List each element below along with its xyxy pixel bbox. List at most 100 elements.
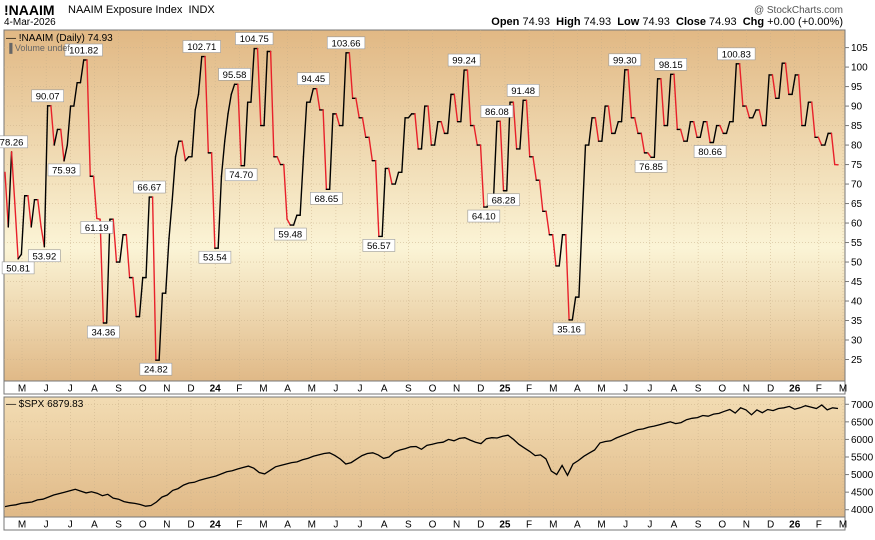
y-tick-label: 5000 (851, 470, 874, 481)
series-segment (37, 198, 42, 228)
series-segment (217, 175, 223, 249)
chart-header: !NAAIM NAAIM Exposure Index INDX 4-Mar-2… (0, 0, 875, 30)
x-tick-label: O (139, 520, 147, 531)
ohlc-open-label: Open (491, 16, 520, 28)
series-segment (145, 196, 150, 279)
series-segment (519, 99, 524, 150)
series-segment (447, 93, 452, 135)
data-label-box (608, 53, 642, 67)
data-label: 68.28 (492, 195, 516, 206)
ohlc-low-value: 74.93 (642, 16, 670, 28)
data-label-box (717, 47, 756, 61)
series-segment (368, 136, 374, 162)
series-segment (27, 195, 32, 228)
y-tick-label: 90 (851, 102, 863, 113)
series-segment (276, 156, 282, 166)
series-segment (256, 47, 262, 127)
y-tick-label: 55 (851, 238, 863, 249)
series-segment (627, 69, 633, 119)
ohlc-low-label: Low (617, 16, 640, 28)
series-segment (388, 167, 393, 185)
x-axis-strip (3, 380, 846, 395)
series-segment (525, 99, 531, 158)
series-segment (348, 52, 354, 99)
series-segment (660, 78, 665, 127)
x-tick-label: J (44, 520, 49, 531)
data-label: 74.70 (229, 170, 253, 181)
x-tick-label: J (44, 384, 49, 395)
x-tick-label: S (115, 384, 122, 395)
x-tick-label: F (236, 384, 242, 395)
series-segment (164, 237, 170, 294)
y-tick-label: 70 (851, 180, 863, 191)
series-segment (719, 124, 724, 135)
y-tick-label: 65 (851, 199, 863, 210)
series-segment (60, 128, 65, 162)
x-tick-label: M (259, 384, 267, 395)
x-tick-label: 24 (210, 384, 222, 395)
data-label-box (132, 180, 166, 194)
series-segment (732, 63, 738, 123)
x-tick-label: 24 (210, 520, 222, 531)
data-label-box (182, 40, 221, 53)
x-tick-label: O (718, 520, 726, 531)
series-segment (322, 109, 328, 191)
x-tick-label: M (549, 384, 557, 395)
series-segment (292, 214, 298, 226)
series-segment (492, 120, 498, 197)
x-tick-label: D (767, 520, 774, 531)
series-segment (453, 93, 459, 123)
y-tick-label: 75 (851, 160, 863, 171)
y-tick-label: 6000 (851, 435, 874, 446)
data-label-box (224, 168, 258, 182)
x-tick-label: D (477, 384, 484, 395)
x-tick-label: J (68, 384, 73, 395)
data-label: 56.57 (367, 241, 391, 252)
series-segment (230, 83, 236, 96)
x-tick-label: A (284, 384, 291, 395)
series-segment (725, 120, 731, 135)
data-label-box (654, 58, 688, 71)
x-tick-label: M (839, 384, 847, 395)
naaim-panel: 25 30 35 40 45 50 55 60 65 70 75 80 85 90 95 100 105 M J J A… (0, 29, 868, 395)
data-label-box (552, 322, 586, 336)
series-segment (551, 234, 557, 267)
data-label: 53.54 (203, 253, 227, 264)
y-tick-label: 45 (851, 277, 863, 288)
series-segment (817, 136, 823, 146)
data-label: 66.67 (137, 183, 161, 194)
series-segment (355, 97, 360, 119)
series-segment (571, 296, 577, 321)
series-segment (125, 234, 131, 279)
data-label: 99.24 (452, 56, 476, 67)
x-tick-label: S (695, 384, 702, 395)
data-label: 103.66 (332, 38, 361, 49)
series-segment (653, 78, 659, 159)
y-tick-label: 85 (851, 121, 863, 132)
y-tick-label: 60 (851, 219, 863, 230)
ohlc-open-value: 74.93 (522, 16, 550, 28)
series-segment (302, 101, 308, 158)
series-segment (532, 156, 537, 181)
series-segment (601, 105, 606, 142)
x-tick-label: N (743, 520, 750, 531)
x-tick-label: O (139, 384, 147, 395)
symbol-title: !NAAIM (4, 2, 55, 18)
x-tick-label: O (429, 520, 437, 531)
y-tick-label: 30 (851, 336, 863, 347)
series-segment (594, 117, 600, 142)
data-label-box (1, 261, 35, 275)
series-segment (401, 117, 406, 174)
x-tick-label: M (597, 384, 605, 395)
data-label: 64.10 (472, 212, 496, 223)
series-segment (210, 152, 216, 249)
x-tick-label: F (526, 520, 532, 531)
series-segment (758, 109, 764, 127)
x-tick-label: J (623, 520, 628, 531)
series-segment (50, 105, 55, 146)
y-tick-label: 40 (851, 297, 863, 308)
x-tick-label: F (816, 384, 822, 395)
data-label: 99.30 (613, 55, 637, 66)
x-tick-label: J (647, 520, 652, 531)
series-segment (804, 101, 810, 127)
